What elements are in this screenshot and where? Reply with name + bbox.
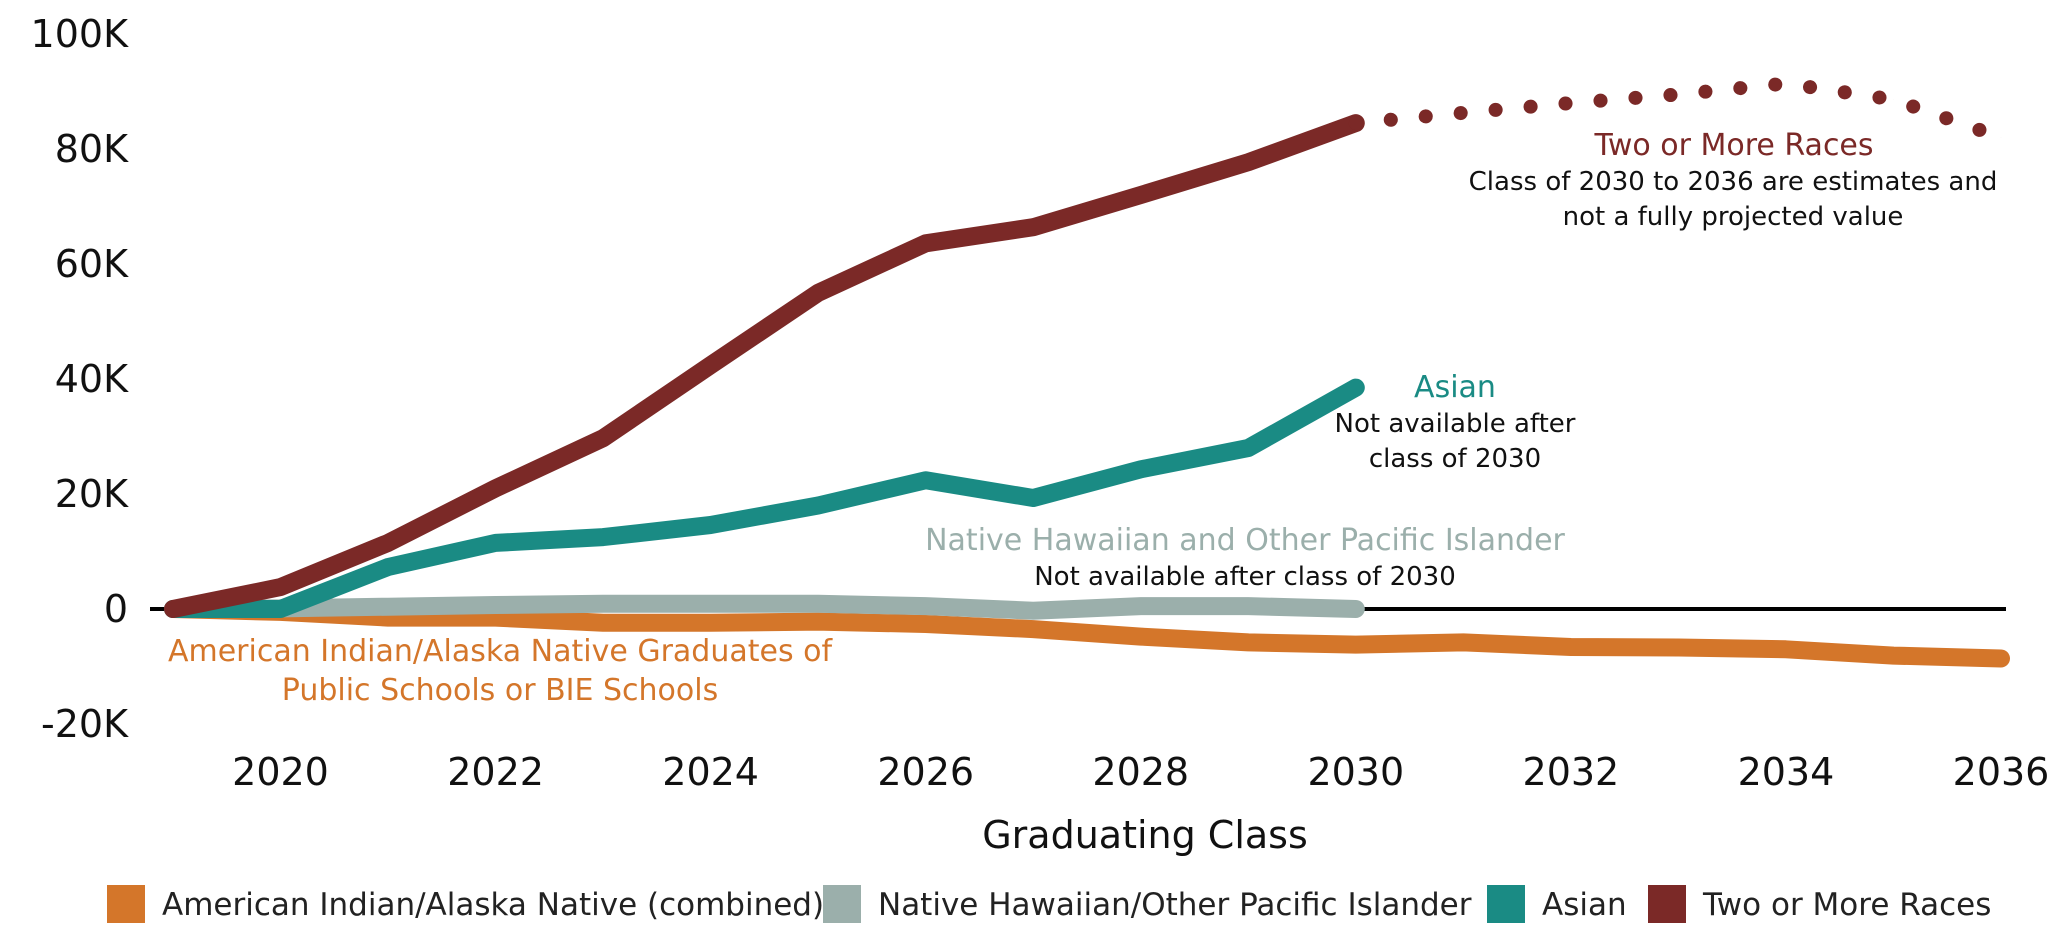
series-line bbox=[164, 600, 2010, 668]
series-line bbox=[164, 378, 1365, 618]
legend-swatch bbox=[1648, 885, 1686, 923]
series-line bbox=[164, 594, 1365, 620]
legend-label: American Indian/Alaska Native (combined) bbox=[162, 887, 824, 923]
legend-item: Asian bbox=[1487, 885, 1627, 923]
annotation-asian: Asian Not available after class of 2030 bbox=[1335, 370, 1576, 474]
series-line bbox=[164, 114, 1365, 618]
annotation-title: Public Schools or BIE Schools bbox=[282, 673, 718, 708]
annotation-line: Class of 2030 to 2036 are estimates and bbox=[1469, 167, 1998, 197]
annotation-line: Not available after class of 2030 bbox=[1034, 562, 1456, 592]
x-tick-label: 2024 bbox=[662, 750, 759, 794]
x-tick-label: 2022 bbox=[447, 750, 544, 794]
x-tick-label: 2030 bbox=[1307, 750, 1404, 794]
annotation-aian: American Indian/Alaska Native Graduates … bbox=[168, 634, 833, 708]
y-tick-label: -20K bbox=[41, 702, 129, 746]
annotation-title: American Indian/Alaska Native Graduates … bbox=[168, 634, 833, 669]
y-axis: 100K 80K 60K 40K 20K 0 -20K bbox=[31, 12, 173, 746]
annotation-line: class of 2030 bbox=[1369, 444, 1541, 474]
series-nhpi bbox=[164, 594, 1365, 620]
y-tick-label: 60K bbox=[55, 242, 129, 286]
annotation-line: not a fully projected value bbox=[1563, 202, 1904, 232]
legend-item: Native Hawaiian/Other Pacific Islander bbox=[823, 885, 1472, 923]
series-two_or_more_estimate bbox=[1348, 76, 2008, 145]
legend-swatch bbox=[823, 885, 861, 923]
x-tick-label: 2036 bbox=[1953, 750, 2050, 794]
y-tick-label: 80K bbox=[55, 127, 129, 171]
x-axis-title: Graduating Class bbox=[982, 813, 1308, 857]
annotation-title: Two or More Races bbox=[1593, 128, 1873, 163]
y-tick-label: 0 bbox=[104, 587, 128, 631]
annotation-nhpi: Native Hawaiian and Other Pacific Island… bbox=[925, 523, 1565, 592]
y-tick-label: 100K bbox=[31, 12, 130, 56]
y-tick-label: 20K bbox=[55, 472, 129, 516]
legend: American Indian/Alaska Native (combined)… bbox=[107, 885, 1991, 923]
legend-label: Asian bbox=[1542, 887, 1627, 923]
annotation-two-or-more-races: Two or More Races Class of 2030 to 2036 … bbox=[1469, 128, 1998, 232]
annotation-title: Native Hawaiian and Other Pacific Island… bbox=[925, 523, 1565, 558]
y-tick-label: 40K bbox=[55, 357, 129, 401]
legend-swatch bbox=[107, 885, 145, 923]
x-tick-label: 2034 bbox=[1738, 750, 1835, 794]
x-tick-label: 2028 bbox=[1092, 750, 1189, 794]
series-layer bbox=[164, 76, 2010, 668]
legend-label: Two or More Races bbox=[1702, 887, 1991, 923]
legend-item: Two or More Races bbox=[1648, 885, 1991, 923]
annotation-line: Not available after bbox=[1335, 409, 1576, 439]
x-axis: 2020 2022 2024 2026 2028 2030 2032 2034 2036 bbox=[232, 750, 2049, 794]
legend-swatch bbox=[1487, 885, 1525, 923]
legend-item: American Indian/Alaska Native (combined) bbox=[107, 885, 824, 923]
legend-label: Native Hawaiian/Other Pacific Islander bbox=[878, 887, 1472, 923]
x-tick-label: 2026 bbox=[877, 750, 974, 794]
annotation-title: Asian bbox=[1414, 370, 1496, 405]
x-tick-label: 2032 bbox=[1523, 750, 1620, 794]
x-tick-label: 2020 bbox=[232, 750, 329, 794]
